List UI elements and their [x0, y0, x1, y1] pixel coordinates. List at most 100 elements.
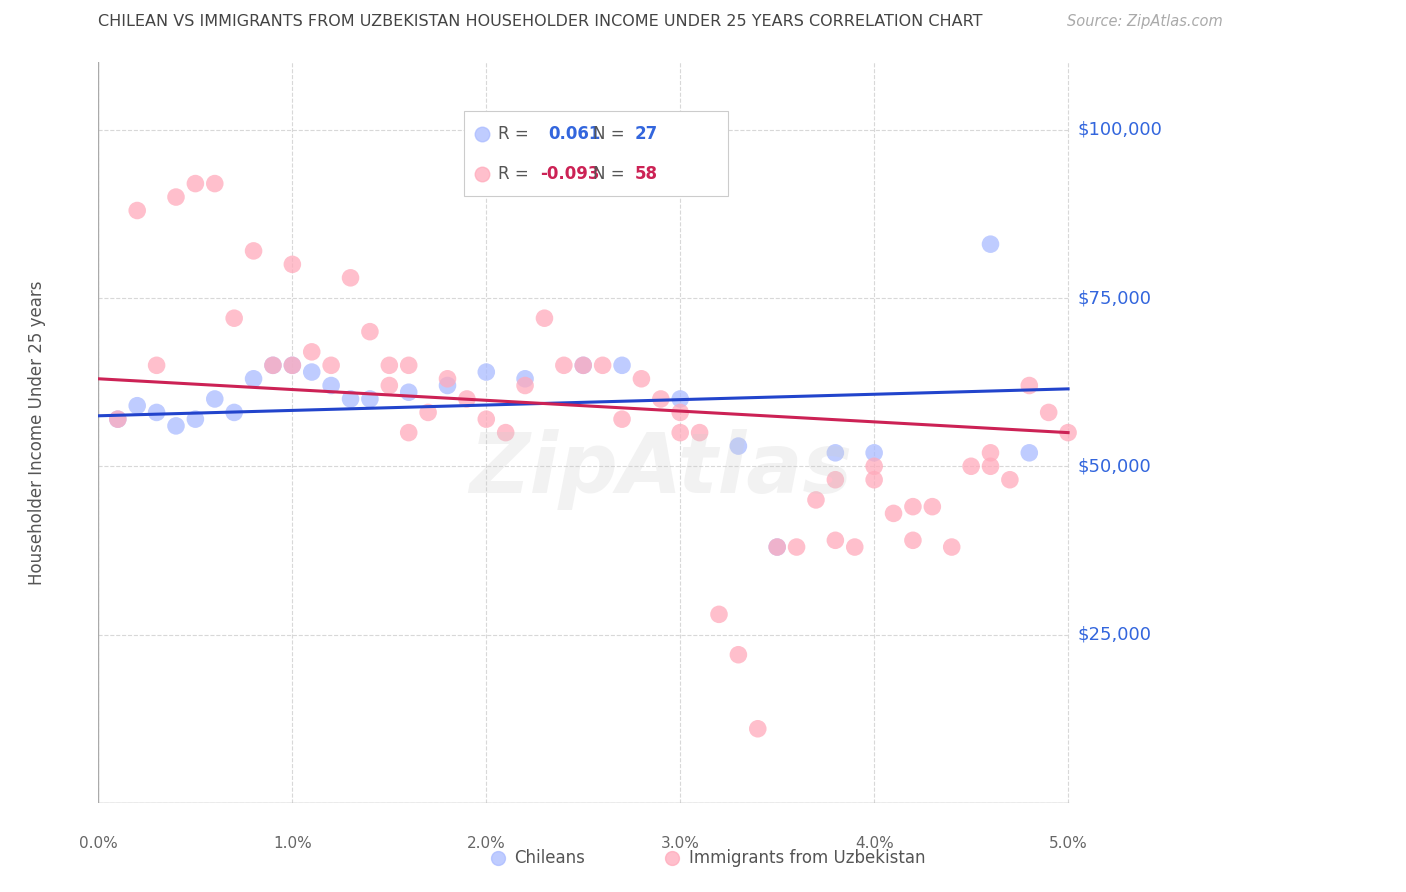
Point	[960, 459, 983, 474]
Point	[727, 648, 749, 662]
Point	[669, 425, 692, 440]
Text: 2.0%: 2.0%	[467, 837, 506, 852]
Point	[281, 257, 304, 271]
Text: N =: N =	[593, 126, 624, 144]
Point	[747, 722, 769, 736]
Point	[127, 203, 149, 218]
Point	[1057, 425, 1080, 440]
Point	[998, 473, 1021, 487]
Point	[863, 473, 886, 487]
Point	[398, 359, 420, 373]
Point	[165, 190, 187, 204]
Text: $75,000: $75,000	[1078, 289, 1152, 307]
Point	[610, 412, 633, 426]
Point	[281, 359, 304, 373]
Point	[416, 405, 439, 419]
Text: N =: N =	[593, 165, 624, 184]
Text: R =: R =	[498, 126, 529, 144]
Point	[107, 412, 129, 426]
Point	[475, 365, 498, 379]
Point	[184, 412, 207, 426]
Point	[359, 392, 381, 406]
Point	[572, 359, 595, 373]
Point	[513, 378, 536, 392]
Point	[224, 405, 246, 419]
Point	[804, 492, 827, 507]
Point	[592, 359, 614, 373]
Point	[727, 439, 749, 453]
Point	[513, 372, 536, 386]
Point	[127, 399, 149, 413]
Point	[145, 405, 167, 419]
Point	[979, 237, 1001, 252]
Point	[824, 446, 846, 460]
Point	[921, 500, 943, 514]
Point	[281, 359, 304, 373]
Point	[359, 325, 381, 339]
Text: -0.093: -0.093	[540, 165, 600, 184]
Point	[572, 359, 595, 373]
Point	[339, 392, 361, 406]
Text: CHILEAN VS IMMIGRANTS FROM UZBEKISTAN HOUSEHOLDER INCOME UNDER 25 YEARS CORRELAT: CHILEAN VS IMMIGRANTS FROM UZBEKISTAN HO…	[98, 14, 983, 29]
Point	[1038, 405, 1060, 419]
Point	[378, 378, 401, 392]
Point	[766, 540, 789, 554]
Text: ZipAtlas: ZipAtlas	[470, 429, 852, 510]
Point	[1018, 446, 1040, 460]
Text: 0.061: 0.061	[548, 126, 600, 144]
Point	[301, 365, 323, 379]
Point	[883, 507, 905, 521]
Point	[242, 372, 264, 386]
Point	[669, 405, 692, 419]
Point	[456, 392, 478, 406]
Point	[321, 359, 343, 373]
Point	[707, 607, 730, 622]
Point	[533, 311, 555, 326]
Point	[979, 446, 1001, 460]
Point	[901, 500, 924, 514]
Point	[650, 392, 672, 406]
Point	[863, 446, 886, 460]
Point	[901, 533, 924, 548]
Point	[204, 392, 226, 406]
Text: 58: 58	[636, 165, 658, 184]
Point	[184, 177, 207, 191]
Point	[301, 344, 323, 359]
Text: $50,000: $50,000	[1078, 458, 1152, 475]
Point	[107, 412, 129, 426]
Text: R =: R =	[498, 165, 529, 184]
Point	[786, 540, 808, 554]
Text: 5.0%: 5.0%	[1049, 837, 1087, 852]
Point	[495, 425, 517, 440]
Text: Chileans: Chileans	[515, 849, 585, 867]
Point	[262, 359, 284, 373]
Point	[844, 540, 866, 554]
Point	[689, 425, 711, 440]
Point	[339, 270, 361, 285]
Point	[145, 359, 167, 373]
Text: $25,000: $25,000	[1078, 625, 1152, 643]
Point	[610, 359, 633, 373]
Point	[824, 473, 846, 487]
Point	[941, 540, 963, 554]
Point	[824, 533, 846, 548]
Point	[398, 425, 420, 440]
Text: 0.0%: 0.0%	[79, 837, 118, 852]
Point	[242, 244, 264, 258]
Text: Householder Income Under 25 years: Householder Income Under 25 years	[28, 280, 45, 585]
Point	[630, 372, 652, 386]
Point	[436, 372, 458, 386]
Point	[863, 459, 886, 474]
FancyBboxPatch shape	[464, 111, 728, 195]
Text: $100,000: $100,000	[1078, 120, 1163, 139]
Point	[475, 412, 498, 426]
Point	[979, 459, 1001, 474]
Point	[378, 359, 401, 373]
Text: 27: 27	[636, 126, 658, 144]
Point	[165, 418, 187, 433]
Point	[321, 378, 343, 392]
Point	[224, 311, 246, 326]
Text: Immigrants from Uzbekistan: Immigrants from Uzbekistan	[689, 849, 925, 867]
Point	[262, 359, 284, 373]
Point	[553, 359, 575, 373]
